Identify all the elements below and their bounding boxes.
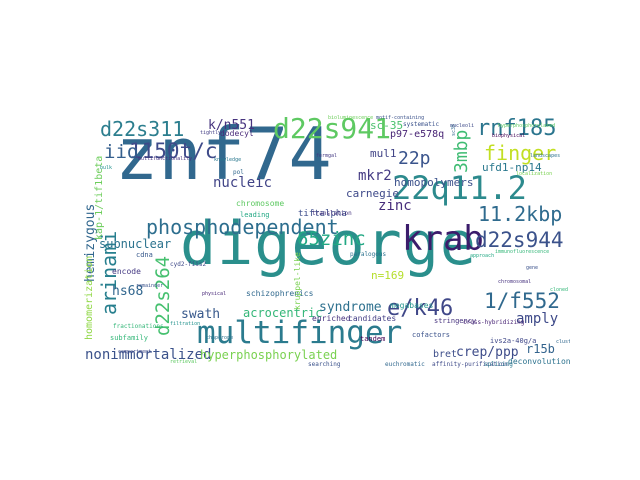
word-rnf185: rnf185 [477,116,557,141]
word-11.2kbp: 11.2kbp [478,202,563,226]
word-p97-e578q: p97-e578q [390,129,445,140]
word-systematic: systematic [403,121,440,128]
word-approach: approach [470,253,495,259]
word-multifunctionality: multifunctionality [138,156,193,162]
word-megabases: megabases [390,301,434,310]
word-enriched: enriched [312,314,351,323]
word-crep/ppp: crep/ppp [456,345,519,360]
word-filtration: filtration [170,321,201,327]
word-candidates: candidates [348,314,397,323]
word-stringency: stringency [434,317,477,325]
word-mul1: mul1 [370,147,397,160]
word-iio: iio [104,141,139,163]
word-splicing: splicing [484,361,513,368]
word-biophysical: biophysical [492,133,526,139]
word-nonimmortalized: nonimmortalized [85,347,212,363]
word-landscapes: landscapes [530,153,561,159]
word-k/n551: k/n551 [208,118,255,133]
word-immunofluorescence: immunofluorescence [495,249,550,255]
word-tandem: tandem [360,335,386,343]
word-dodecyl: dodecyl [220,129,254,138]
word-subfamily: subfamily [110,334,148,342]
word-n=169: n=169 [371,269,405,282]
word-sc-35: sc-35 [370,119,404,132]
word-remainder: remainder [136,283,164,289]
word-fractionations: fractionations [113,323,164,330]
word-hs68: hs68 [112,284,144,299]
word-leading: leading [240,211,270,219]
word-1150t/c: 1150t/c [129,139,218,163]
word-hyperphosphorylated: hyperphosphorylated [200,348,338,362]
word-euchromatic: euchromatic [385,361,425,368]
word-finger: finger [484,141,557,165]
word-multifinger: multifinger [197,315,403,351]
word-3mbp: 3mbp [451,129,472,173]
word-acrocentric: acrocentric [243,306,323,320]
word-translation: translation [312,210,352,217]
word-physical: physical [202,291,227,297]
word-krab: krab [402,219,484,259]
word-kruppel-like: kruppel-like [293,252,302,310]
word-paralogous: paralogous [350,251,387,258]
word-cross-hybridizing: cross-hybridizing [463,319,525,326]
word-digeorge: digeorge [180,209,477,279]
word-affinity-purification: affinity-purification [432,361,508,368]
word-bioluminescence: bioluminescence [328,115,374,121]
word-fermgal: fermgal [316,153,338,159]
word-schizophrenics: schizophrenics [246,289,314,298]
word-65zinc: 65zinc [297,228,366,250]
word-bret: bret [433,349,458,360]
word-ivs2a-40g/a: ivs2a-40g/a [490,337,537,345]
word-cofactors: cofactors [412,331,450,339]
word-e/k46: e/k46 [387,296,454,321]
word-amply: amply [516,311,559,327]
word-compartment: compartment [118,349,152,355]
word-zinc: zinc [378,198,412,214]
word-bulk: bulk [100,165,113,171]
word-d22s944: d22s944 [475,228,564,252]
word-d22s311: d22s311 [100,117,185,141]
word-localization: localization [516,171,553,177]
word-motif-containing: motif-containing [376,115,425,121]
word-d22s941: d22s941 [273,112,392,145]
word-ufd1-np14: ufd1-np14 [482,161,542,174]
word-pol: pol [233,169,244,176]
word-syndrome: syndrome [319,300,382,315]
word-chaperone: chaperone [206,335,234,341]
word-cyd2-fiis2: cyd2-fiis2 [170,261,207,268]
word-cdna: cdna [136,251,153,259]
word-1/f552: 1/f552 [484,289,560,313]
word-chromosome: chromosome [236,199,285,208]
word-subnuclear: subnuclear [99,237,172,251]
word-retrieval: retrieval [170,359,198,365]
word-cloud: digeorge znf74 multifinger 22q11.2 d22s9… [80,110,570,370]
word-mkr2: mkr2 [358,168,392,184]
word-swath: swath [181,307,221,322]
word-tightly: tightly [200,130,222,136]
word-homomerization: homomerization [84,255,95,340]
word-clustering: clustering [556,339,570,345]
word-22p: 22p [398,148,431,169]
word-knowledge: knowledge [214,157,242,163]
word-phosphodependent: phosphodependent [146,215,339,239]
word-r15b: r15b [526,342,555,356]
word-nucleoli: nucleoli [450,123,475,129]
word-nucleic: nucleic [213,175,273,191]
word-22q11.2: 22q11.2 [392,169,527,207]
word-encode: encode [112,267,141,276]
word-carnegie: carnegie [346,187,399,200]
word-znf74: znf74 [115,112,332,196]
word-deconvolution: deconvolution [508,357,570,366]
word-gene: gene [526,265,539,271]
word-cloned: cloned [550,287,569,293]
word-searching: searching [308,361,341,368]
word-tiftalpha: tiftalpha [298,209,347,219]
word-hyperphosphorylated-small: hyperphosphorylated [498,123,556,129]
word-homopolymers: homopolymers [394,176,474,189]
word-chromosomal: chromosomal [498,279,532,285]
